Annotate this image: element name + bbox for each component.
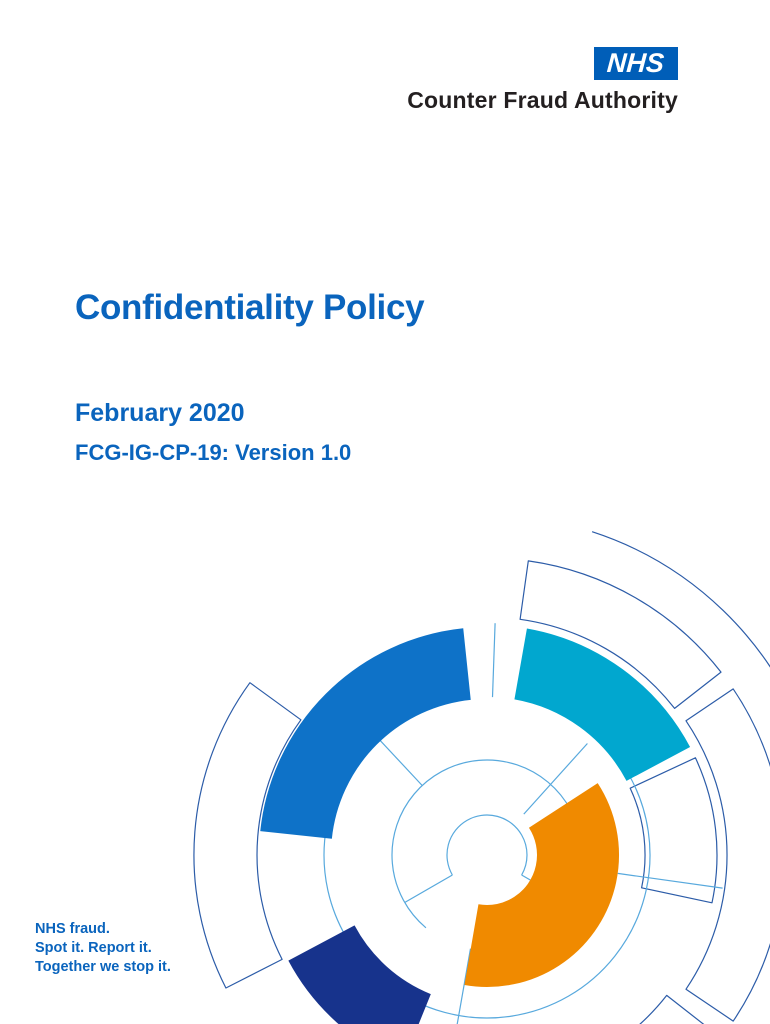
nhs-logo-text: NHS — [606, 48, 666, 78]
tagline-line: Together we stop it. — [35, 959, 171, 975]
document-meta: February 2020 FCG-IG-CP-19: Version 1.0 — [75, 399, 351, 466]
document-date: February 2020 — [75, 399, 245, 427]
page-title: Confidentiality Policy — [75, 288, 425, 327]
filled-arc-segments — [257, 625, 717, 1024]
nhs-fraud-tagline: NHS fraud. Spot it. Report it. Together … — [35, 920, 171, 977]
tagline-line: NHS fraud. — [35, 921, 110, 937]
organisation-name: Counter Fraud Authority — [407, 87, 678, 113]
outer-thin-arcs — [591, 531, 770, 668]
document-reference: FCG-IG-CP-19: Version 1.0 — [75, 440, 352, 465]
brand-block: NHS Counter Fraud Authority — [407, 47, 678, 114]
outlined-arc-sectors — [193, 560, 770, 1024]
nhs-logo: NHS — [594, 47, 678, 80]
tagline-line: Spot it. Report it. — [35, 940, 152, 956]
